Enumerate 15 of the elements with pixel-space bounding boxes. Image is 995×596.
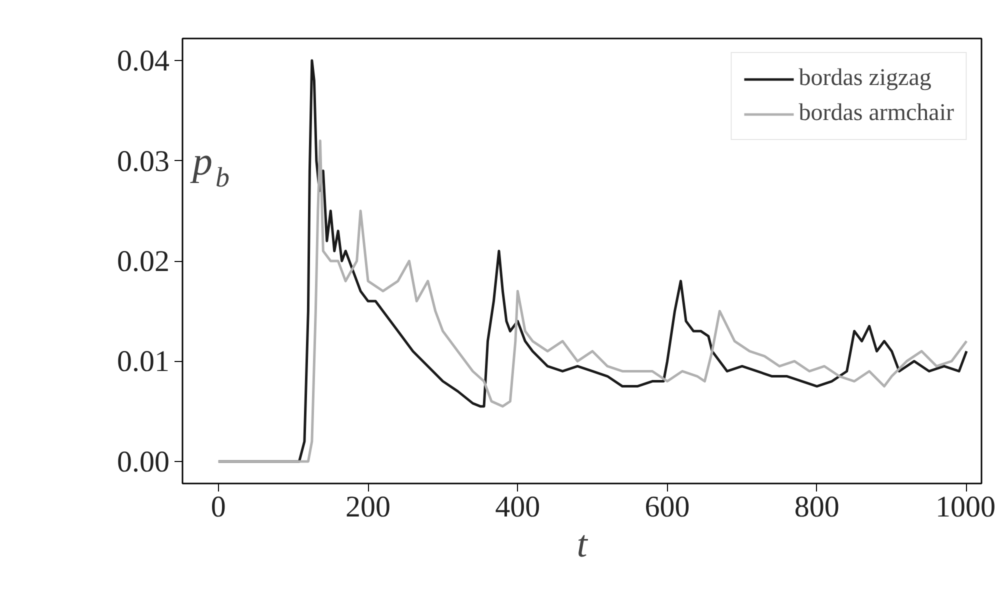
y-tick-label: 0.02 [117,245,170,278]
y-tick-label: 0.01 [117,345,170,378]
x-tick-label: 1000 [936,490,995,524]
line-series [217,139,968,463]
legend-label: bordas zigzag [798,65,932,92]
x-tick-label: 800 [794,490,840,524]
legend-label: bordas armchair [798,100,954,127]
y-tick-label: 0.00 [117,445,170,478]
x-tick-label: 600 [644,490,690,524]
x-tick-label: 0 [210,490,226,524]
y-tick-label: 0.03 [117,144,170,178]
x-tick-label: 400 [495,490,540,524]
y-tick-label: 0.04 [117,44,170,78]
x-axis-title: t [576,524,589,566]
x-tick-label: 200 [346,490,391,524]
